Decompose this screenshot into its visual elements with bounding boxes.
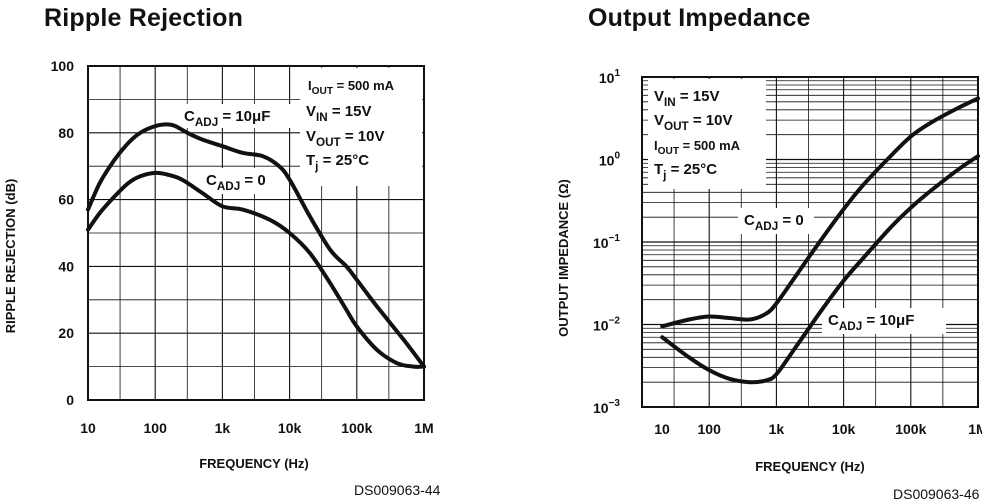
conditions-box-bg [300,68,422,186]
figure-code-left: DS009063-44 [354,482,441,498]
annotation-cadj-0: CADJ = 0 [744,212,804,233]
y-tick-label: 0 [66,392,74,408]
annotation-iout: IOUT = 500 mA [308,78,395,97]
x-tick-label: 1M [414,420,433,436]
series-line-cadj-0 [86,170,426,369]
y-tick-label: 100 [599,151,621,169]
annotation-tj: Tj = 25°C [306,152,369,173]
plot-frame [87,65,425,401]
label-bg-10uf [822,308,946,334]
x-tick-label: 100 [698,421,722,437]
y-tick-label: 20 [58,325,74,341]
conditions-box-bg [648,79,766,189]
output-impedance-title: Output Impedance [588,4,811,32]
annotation-tj: Tj = 25°C [654,161,717,182]
label-bg-0 [738,208,814,234]
y-tick-label: 80 [58,125,74,141]
annotation-cadj-10uf: CADJ = 10μF [184,108,270,129]
output-impedance-xlabel: FREQUENCY (Hz) [755,459,865,474]
x-tick-label: 10k [832,421,856,437]
y-tick-label: 60 [58,192,74,208]
output-impedance-ylabel: OUTPUT IMPEDANCE (Ω) [556,179,571,337]
series-line-cadj-10uf [86,122,426,369]
annotation-vin: VIN = 15V [306,103,372,124]
ripple-rejection-chart: FREQUENCY (Hz) RIPPLE REJECTION (dB) 10 1… [3,58,434,471]
x-tick-label: 1M [968,421,982,437]
annotation-vout: VOUT = 10V [654,112,732,133]
series-line-cadj-10uf [660,154,980,385]
figure-code-right: DS009063-46 [893,486,980,502]
y-tick-label: 40 [58,258,74,274]
y-tick-label: 101 [599,68,621,86]
ripple-rejection-ylabel: RIPPLE REJECTION (dB) [3,179,18,334]
label-bg-10uf [180,104,298,128]
plot-frame [641,76,979,408]
label-bg-0 [200,168,270,194]
annotation-cadj-10uf: CADJ = 10μF [828,312,914,333]
y-tick-label: 100 [51,58,75,74]
x-tick-label: 100 [144,420,168,436]
annotation-vin: VIN = 15V [654,88,720,109]
y-tick-label: 10−3 [593,398,620,416]
x-tick-label: 1k [215,420,231,436]
x-tick-label: 100k [341,420,372,436]
x-tick-label: 100k [895,421,926,437]
ripple-rejection-xlabel: FREQUENCY (Hz) [199,456,309,471]
y-tick-label: 10−1 [593,233,620,251]
x-tick-label: 1k [769,421,785,437]
x-tick-label: 10k [278,420,302,436]
annotation-cadj-0: CADJ = 0 [206,172,266,193]
annotation-iout: IOUT = 500 mA [654,138,741,157]
output-impedance-chart: FREQUENCY (Hz) OUTPUT IMPEDANCE (Ω) 10 10… [556,68,982,474]
x-tick-label: 10 [654,421,670,437]
y-tick-label: 10−2 [593,316,620,334]
x-tick-label: 10 [80,420,96,436]
series-line-cadj-0 [660,96,980,329]
ripple-rejection-title: Ripple Rejection [44,4,244,32]
annotation-vout: VOUT = 10V [306,128,384,149]
